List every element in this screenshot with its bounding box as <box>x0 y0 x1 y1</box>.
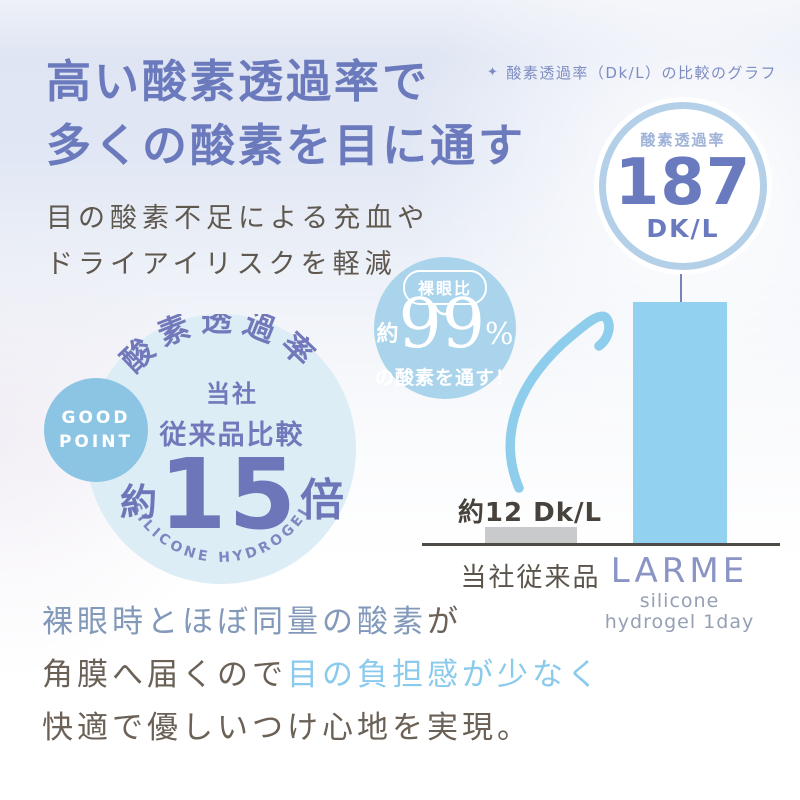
good-point-badge: GOOD POINT <box>44 378 148 482</box>
footer-line2-highlight: 目の負担感が少なく <box>287 657 602 693</box>
bar-old-product <box>485 527 577 545</box>
larme-sub-line2: hydrogel 1day <box>604 611 755 633</box>
sparkle-icon: ✦ <box>487 65 500 80</box>
comparison-circle: 酸素透過率 SILICONE HYDROGEL 当社 従来品比較 約 15 倍 <box>86 314 356 584</box>
footer-line3-text: 快適で優しいつけ心地を実現。 <box>42 710 532 746</box>
page-title-line2: 多くの酸素を目に通す <box>46 119 527 172</box>
good-point-line1: GOOD <box>61 408 131 428</box>
result-label: 酸素透過率 <box>640 131 726 150</box>
arc-text-top: 酸素透過率 <box>115 314 319 380</box>
footer-line3: 快適で優しいつけ心地を実現。 <box>42 702 602 755</box>
subtitle-line2: ドライアイリスクを軽減 <box>46 249 397 280</box>
multiplier: 約 15 倍 <box>120 438 344 551</box>
subtitle: 目の酸素不足による充血や ドライアイリスクを軽減 <box>46 196 429 288</box>
speech-bubble-tail <box>433 305 453 316</box>
old-product-value-label: 約12 Dk/L <box>457 498 603 528</box>
speech-bubble: 裸眼比 <box>402 270 488 305</box>
footer-copy: 裸眼時とほぼ同量の酸素が 角膜へ届くので目の負担感が少なく 快適で優しいつけ心地… <box>42 596 602 755</box>
good-point-line2: POINT <box>58 432 134 452</box>
comparison-circle-arc-text: 酸素透過率 SILICONE HYDROGEL <box>115 314 328 566</box>
result-unit: DK/L <box>646 213 720 243</box>
old-product-category-label: 当社従来品 <box>460 563 601 593</box>
multiplier-value: 15 <box>159 438 298 551</box>
comparison-circle-content: 当社 従来品比較 約 15 倍 <box>120 374 344 551</box>
graph-caption-text: 酸素透過率（Dk/L）の比較のグラフ <box>506 64 778 82</box>
larme-brand-name: LARME <box>610 551 749 591</box>
naked-eye-percentage: 約 99 % <box>376 285 514 364</box>
chart-baseline <box>422 543 780 546</box>
subtitle-line1: 目の酸素不足による充血や <box>46 203 430 234</box>
svg-text:酸素透過率: 酸素透過率 <box>115 314 328 380</box>
larme-sub-line1: silicone <box>639 590 720 612</box>
larme-category-label: LARME silicone hydrogel 1day <box>597 551 762 633</box>
result-circle: 酸素透過率 187 DK/L <box>599 102 767 270</box>
multiplier-unit: 倍 <box>300 475 344 527</box>
percentage-unit: % <box>485 317 514 353</box>
percentage-value: 99 <box>398 285 486 364</box>
multiplier-approx: 約 <box>120 481 157 525</box>
graph-caption: ✦ 酸素透過率（Dk/L）の比較のグラフ <box>487 62 777 83</box>
footer-line2-start: 角膜へ届くので <box>42 657 287 693</box>
footer-line1-blue: 裸眼時とほぼ同量の酸素 <box>42 604 427 640</box>
comparison-line1: 当社 <box>206 380 258 408</box>
result-value: 187 <box>614 146 752 221</box>
footer-line2: 角膜へ届くので目の負担感が少なく <box>42 649 602 702</box>
comparison-line2: 従来品比較 <box>159 420 305 451</box>
page-title: 高い酸素透過率で 多くの酸素を目に通す <box>46 50 526 178</box>
footer-line1-rest: が <box>427 604 462 640</box>
naked-eye-circle: 裸眼比 約 99 % の酸素を通す！ <box>374 257 516 399</box>
bar-larme <box>633 302 727 545</box>
footer-line1: 裸眼時とほぼ同量の酸素が <box>42 596 602 649</box>
percentage-approx: 約 <box>376 322 399 348</box>
page-title-line1: 高い酸素透過率で <box>46 55 431 108</box>
naked-eye-caption: の酸素を通す！ <box>374 367 516 389</box>
